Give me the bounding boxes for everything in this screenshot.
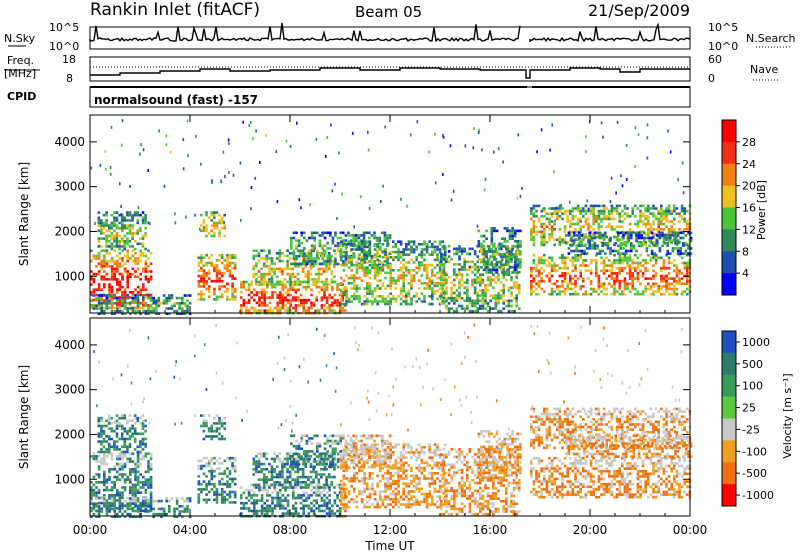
- nsearch-tick-top: 10^5: [708, 21, 738, 34]
- freq-line: [90, 67, 690, 79]
- y-tick-label: 3000: [54, 383, 85, 397]
- power-colorbar-label: Power [dB]: [755, 180, 768, 240]
- velocity-ylabel: Slant Range [km]: [17, 365, 31, 469]
- y-tick-label: 1000: [54, 472, 85, 486]
- colorbar-tick-label: 4: [742, 267, 749, 280]
- x-tick-label: 16:00: [473, 523, 508, 537]
- colorbar-tick-label: 25: [742, 402, 756, 415]
- y-tick-label: 4000: [54, 135, 85, 149]
- x-tick-label: 20:00: [573, 523, 608, 537]
- y-tick-label: 2000: [54, 224, 85, 238]
- x-axis: 00:00 04:00 08:00 12:00 16:00 20:00 00:00: [73, 115, 708, 537]
- freq-label-bottom: [MHz]: [4, 67, 36, 80]
- cpid-label: CPID: [7, 90, 36, 103]
- colorbar-tick-label: 8: [742, 245, 749, 258]
- colorbar-tick-label: 1000: [742, 336, 770, 349]
- colorbar-tick-label: 16: [742, 202, 756, 215]
- colorbar-tick-label: 12: [742, 223, 756, 236]
- x-tick-label: 00:00: [673, 523, 708, 537]
- x-axis-label: Time UT: [364, 539, 415, 553]
- station-title: Rankin Inlet (fitACF): [90, 0, 260, 20]
- date-title: 21/Sep/2009: [588, 1, 690, 20]
- x-tick-label: 12:00: [373, 523, 408, 537]
- nsky-line: [89, 22, 691, 43]
- velocity-colorbar-label: Velocity [m s⁻¹]: [781, 373, 794, 458]
- freq-strip: Freq. [MHz] 18 8 60 0 Nave: [4, 53, 778, 85]
- colorbar-tick-label: -25: [742, 423, 760, 436]
- beam-title: Beam 05: [355, 3, 422, 21]
- x-tick-label: 00:00: [73, 523, 108, 537]
- nsky-label: N.Sky: [4, 32, 36, 45]
- nave-tick-bottom: 0: [708, 72, 715, 85]
- power-heatmap: [90, 119, 693, 315]
- cpid-value: normalsound (fast) -157: [94, 93, 258, 107]
- colorbar-tick-label: 20: [742, 180, 756, 193]
- colorbar-tick-label: -1000: [742, 489, 774, 502]
- y-tick-label: 2000: [54, 427, 85, 441]
- colorbar-tick-label: 28: [742, 136, 756, 149]
- x-tick-label: 08:00: [273, 523, 308, 537]
- colorbar-tick-label: 500: [742, 358, 763, 371]
- nsky-strip: N.Sky 10^5 10^0 10^5 10^0 N.Search: [4, 21, 796, 53]
- colorbar-tick-label: 24: [742, 158, 756, 171]
- freq-tick-top: 18: [62, 53, 76, 66]
- freq-label-top: Freq.: [7, 54, 34, 67]
- nave-tick-top: 60: [708, 53, 722, 66]
- nsky-tick-bottom: 10^0: [49, 40, 79, 53]
- y-tick-label: 1000: [54, 269, 85, 283]
- power-ylabel: Slant Range [km]: [17, 162, 31, 266]
- nsearch-label: N.Search: [746, 32, 796, 45]
- y-tick-label: 3000: [54, 180, 85, 194]
- cpid-strip: CPID normalsound (fast) -157: [7, 86, 691, 108]
- freq-tick-bottom: 8: [66, 72, 73, 85]
- x-tick-label: 04:00: [173, 523, 208, 537]
- colorbar-tick-label: -500: [742, 467, 767, 480]
- velocity-panel: 1000 2000 3000 4000 Slant Range [km]: [17, 317, 693, 518]
- power-panel: 1000 2000 3000 4000 Slant Range [km]: [17, 114, 693, 315]
- nave-label: Nave: [750, 63, 778, 76]
- velocity-colorbar: 1000 500 100 25 -25 -100 -500 -1000: [721, 330, 774, 507]
- power-colorbar: 4 8 12 16 20 24 28: [721, 119, 756, 296]
- nsky-tick-top: 10^5: [49, 21, 79, 34]
- colorbar-tick-label: 100: [742, 380, 763, 393]
- colorbar-tick-label: -100: [742, 445, 767, 458]
- nsearch-tick-bottom: 10^0: [708, 40, 738, 53]
- y-tick-label: 4000: [54, 338, 85, 352]
